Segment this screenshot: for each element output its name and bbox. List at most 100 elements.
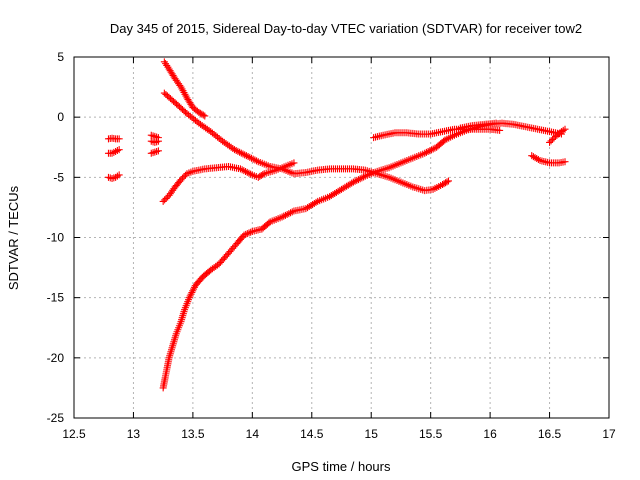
- x-tick-label: 13: [127, 427, 141, 441]
- data-point: [546, 138, 554, 146]
- data-point: [278, 213, 286, 221]
- x-tick-label: 12.5: [62, 427, 86, 441]
- series-arc-5: [147, 137, 162, 146]
- data-point: [424, 148, 432, 156]
- data-point: [149, 132, 157, 140]
- data-point: [147, 131, 155, 139]
- data-point: [189, 287, 197, 295]
- series-arc-7: [160, 58, 209, 120]
- data-point: [151, 132, 159, 140]
- data-point: [178, 174, 186, 182]
- data-point: [426, 147, 434, 155]
- data-point: [354, 176, 362, 184]
- data-point: [104, 173, 112, 181]
- data-point: [283, 210, 291, 218]
- series-arc-8: [160, 89, 452, 195]
- data-point: [201, 112, 209, 120]
- y-tick-label: -20: [47, 351, 65, 365]
- data-point: [247, 154, 255, 162]
- data-point: [349, 178, 357, 186]
- y-tick-label: -15: [47, 291, 65, 305]
- data-point: [115, 146, 123, 154]
- y-tick-label: 0: [57, 110, 64, 124]
- data-point: [358, 174, 366, 182]
- x-tick-label: 16.5: [538, 427, 562, 441]
- series-arc-9: [159, 159, 298, 205]
- data-point: [154, 137, 162, 145]
- data-point: [242, 230, 250, 238]
- data-point: [147, 137, 155, 145]
- data-point: [559, 126, 567, 134]
- data-point: [112, 147, 120, 155]
- data-point: [312, 198, 320, 206]
- data-point: [492, 119, 500, 127]
- y-tick-label: 5: [57, 50, 64, 64]
- data-point: [151, 148, 159, 156]
- x-tick-label: 15: [365, 427, 379, 441]
- data-point: [287, 209, 295, 217]
- data-point: [153, 147, 161, 155]
- data-point: [353, 176, 361, 184]
- data-point: [534, 156, 542, 164]
- data-point: [244, 153, 252, 161]
- data-point: [443, 178, 451, 186]
- data-point: [154, 147, 162, 155]
- plot-frame: [73, 56, 610, 419]
- data-point: [245, 229, 253, 237]
- y-tick-label: -5: [53, 170, 64, 184]
- x-tick-label: 14.5: [300, 427, 324, 441]
- data-point: [115, 135, 123, 143]
- data-point: [177, 176, 185, 184]
- data-point: [549, 135, 557, 143]
- data-point: [240, 231, 248, 239]
- data-point: [159, 197, 167, 205]
- data-point: [186, 292, 194, 300]
- x-tick-label: 13.5: [181, 427, 205, 441]
- data-points: [104, 58, 569, 392]
- series-arc-14: [546, 125, 569, 146]
- data-point: [180, 173, 188, 181]
- series-arc-4: [147, 131, 162, 142]
- data-point: [356, 175, 364, 183]
- data-point: [190, 285, 198, 293]
- data-point: [147, 149, 155, 157]
- data-point: [285, 210, 293, 218]
- data-point: [496, 126, 504, 134]
- data-point: [243, 168, 251, 176]
- y-axis-label: SDTVAR / TECUs: [6, 185, 21, 290]
- x-tick-label: 14: [246, 427, 260, 441]
- data-point: [247, 228, 255, 236]
- data-point: [561, 125, 569, 133]
- data-point: [290, 159, 298, 167]
- y-tick-label: -25: [47, 411, 65, 425]
- data-point: [153, 138, 161, 146]
- data-point: [281, 211, 289, 219]
- series-arc-3: [104, 171, 123, 183]
- data-point: [236, 165, 244, 173]
- data-point: [115, 171, 123, 179]
- data-point: [242, 167, 250, 175]
- data-point: [246, 153, 254, 161]
- data-point: [351, 177, 359, 185]
- data-point: [237, 149, 245, 157]
- series-arc-12: [456, 119, 500, 132]
- grid: [74, 57, 609, 418]
- data-point: [162, 194, 170, 202]
- data-point: [187, 290, 195, 298]
- data-point: [199, 111, 207, 119]
- x-axis-label: GPS time / hours: [292, 459, 391, 474]
- data-point: [429, 145, 437, 153]
- y-tick-label: -10: [47, 231, 65, 245]
- data-point: [245, 169, 253, 177]
- data-point: [243, 230, 251, 238]
- data-point: [288, 208, 296, 216]
- data-point: [547, 137, 555, 145]
- x-tick-label: 15.5: [419, 427, 443, 441]
- series-arc-11: [370, 125, 504, 142]
- data-point: [241, 151, 249, 159]
- data-point: [234, 147, 242, 155]
- x-tick-label: 17: [602, 427, 616, 441]
- chart-title: Day 345 of 2015, Sidereal Day-to-day VTE…: [110, 21, 582, 36]
- data-point: [249, 155, 257, 163]
